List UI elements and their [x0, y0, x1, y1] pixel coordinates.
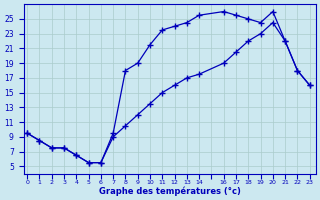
X-axis label: Graphe des températures (°c): Graphe des températures (°c): [99, 186, 241, 196]
